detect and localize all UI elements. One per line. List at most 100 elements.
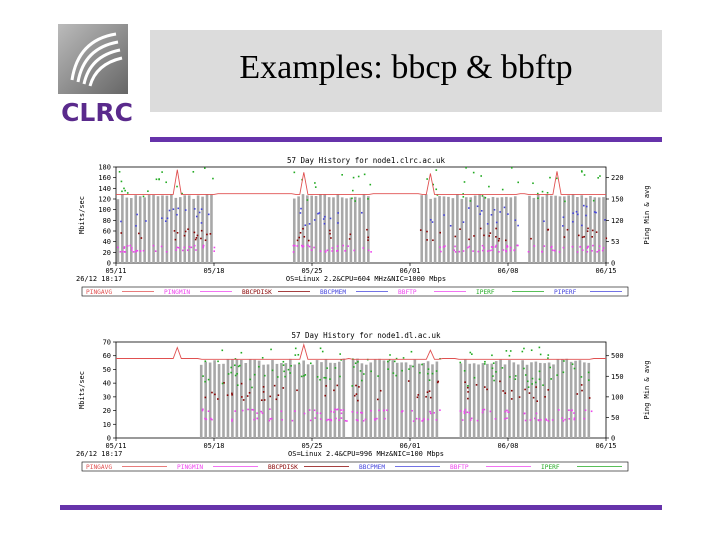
data-point — [437, 380, 440, 383]
data-point — [323, 376, 325, 379]
data-point — [524, 374, 527, 376]
data-point — [264, 374, 266, 377]
data-point — [201, 409, 204, 412]
throughput-bar — [143, 197, 146, 263]
data-point — [538, 378, 541, 381]
data-point — [483, 408, 486, 411]
data-point — [476, 419, 479, 422]
data-point — [193, 231, 196, 234]
data-point — [195, 215, 198, 218]
throughput-bar — [545, 194, 549, 263]
data-point — [477, 250, 480, 253]
throughput-bar — [464, 359, 467, 438]
legend-label: BBCPDISK — [268, 464, 298, 471]
data-point — [173, 230, 176, 232]
data-point — [347, 245, 349, 247]
data-point — [537, 197, 539, 200]
data-point — [468, 207, 470, 209]
data-point — [499, 211, 501, 213]
y-tick-label: 140 — [98, 185, 111, 193]
data-point — [319, 412, 322, 415]
data-point — [118, 171, 121, 173]
throughput-bar — [602, 197, 605, 263]
throughput-bar — [593, 197, 597, 263]
data-point — [429, 396, 432, 399]
data-point — [119, 250, 122, 253]
throughput-bar — [138, 196, 142, 263]
right-tick-label: 150 — [611, 196, 624, 204]
data-point — [340, 409, 342, 411]
data-point — [541, 190, 544, 193]
data-point — [549, 176, 551, 179]
data-point — [367, 198, 369, 200]
throughput-bar — [530, 362, 533, 438]
throughput-bar — [336, 194, 340, 263]
data-point — [325, 385, 327, 387]
throughput-bar — [244, 362, 248, 438]
data-point — [458, 250, 461, 253]
data-point — [601, 249, 604, 252]
throughput-bar — [213, 360, 216, 438]
data-point — [415, 417, 418, 420]
throughput-bar — [549, 195, 553, 263]
throughput-bar — [332, 197, 335, 263]
data-point — [378, 409, 380, 412]
data-point — [234, 374, 237, 377]
throughput-bar — [289, 358, 292, 438]
data-point — [277, 376, 279, 378]
data-point — [303, 412, 306, 415]
data-point — [165, 181, 167, 184]
series-line-pingavg — [116, 169, 606, 195]
x-tick-label: 05/11 — [105, 442, 126, 450]
data-point — [221, 349, 224, 352]
data-point — [505, 250, 508, 253]
data-point — [283, 370, 285, 373]
data-point — [193, 244, 196, 247]
data-point — [506, 244, 508, 247]
data-point — [270, 348, 272, 351]
data-point — [379, 389, 382, 392]
throughput-bar — [271, 360, 274, 438]
data-point — [213, 250, 216, 252]
data-point — [467, 391, 469, 393]
throughput-bar — [587, 362, 591, 438]
data-point — [176, 246, 179, 249]
data-point — [550, 246, 553, 249]
throughput-bar — [125, 197, 129, 263]
data-point — [462, 221, 465, 223]
data-point — [432, 239, 434, 242]
data-point — [429, 219, 432, 221]
slide-title: Examples: bbcp & bbftp — [239, 49, 573, 86]
data-point — [120, 232, 123, 234]
data-point — [392, 372, 395, 374]
clrc-logo-emblem-icon — [58, 24, 128, 94]
data-point — [425, 395, 427, 398]
data-point — [462, 250, 465, 252]
data-point — [200, 237, 202, 240]
y-tick-label: 160 — [98, 174, 111, 182]
data-point — [223, 382, 225, 384]
data-point — [541, 250, 543, 253]
data-point — [563, 236, 566, 238]
x-tick-label: 05/18 — [203, 442, 224, 450]
data-point — [588, 397, 591, 399]
throughput-bar — [563, 196, 566, 263]
data-point — [307, 244, 309, 247]
throughput-bar — [513, 196, 517, 263]
data-point — [509, 376, 511, 378]
throughput-bar — [201, 196, 204, 263]
data-point — [429, 410, 431, 413]
data-point — [454, 235, 457, 238]
data-point — [499, 380, 501, 383]
y-tick-label: 60 — [103, 228, 111, 236]
throughput-bar — [292, 198, 296, 263]
chart-title: 57 Day History for node1.dl.ac.uk — [291, 331, 440, 340]
data-point — [166, 217, 169, 220]
data-point — [444, 245, 446, 247]
data-point — [443, 214, 445, 216]
data-point — [370, 370, 372, 373]
throughput-bar — [240, 359, 243, 438]
throughput-bar — [477, 364, 480, 438]
data-point — [184, 209, 187, 211]
